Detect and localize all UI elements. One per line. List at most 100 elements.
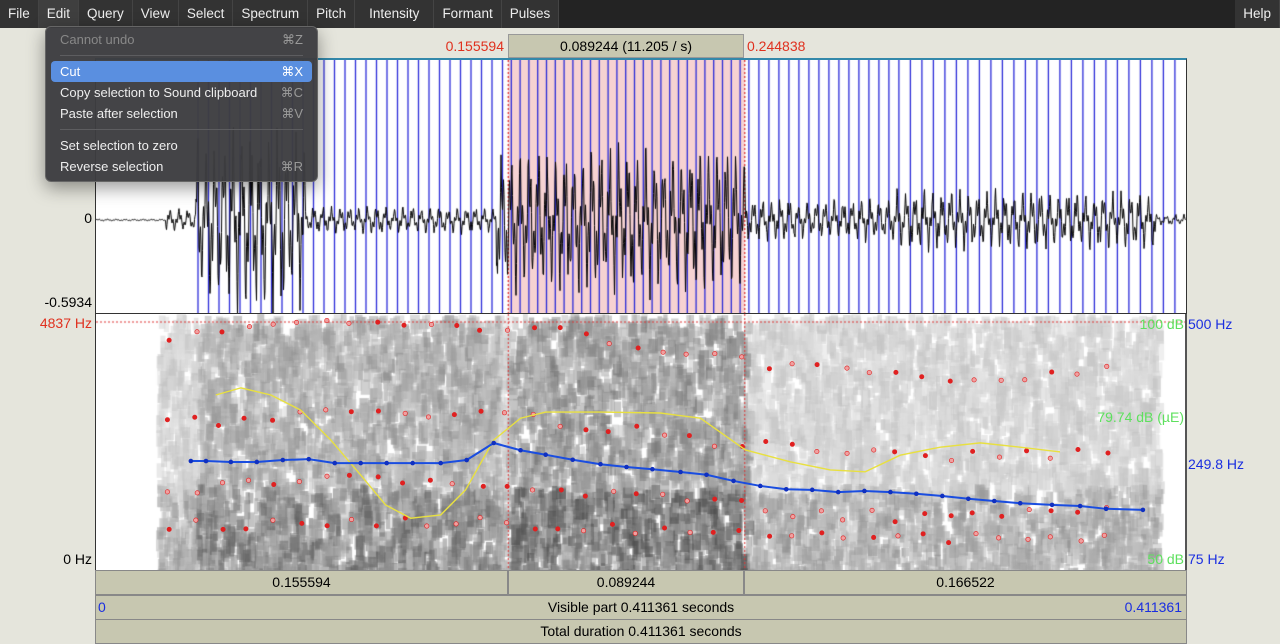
pitch-point <box>678 469 683 475</box>
formant-point <box>971 377 977 383</box>
menu-item-shortcut: ⌘V <box>281 106 303 121</box>
formant-point <box>736 528 742 534</box>
selection-end-label: 0.244838 <box>747 38 806 54</box>
spectrogram-panel[interactable] <box>95 314 1187 570</box>
formant-point <box>790 514 796 520</box>
visible-part-bar[interactable]: Visible part 0.411361 seconds 0 0.411361 <box>95 595 1187 620</box>
formant-point <box>164 489 170 495</box>
formant-point <box>739 354 745 360</box>
segment-selection[interactable]: 0.089244 <box>508 570 744 595</box>
total-duration-bar[interactable]: Total duration 0.411361 seconds <box>95 619 1187 644</box>
formant-point <box>324 473 330 479</box>
menu-query[interactable]: Query <box>79 0 133 28</box>
formant-point <box>1075 447 1081 453</box>
menu-item-reverse-selection[interactable]: Reverse selection ⌘R <box>51 156 312 177</box>
pitch-point <box>598 461 603 467</box>
formant-point <box>532 325 538 331</box>
pitch-point <box>410 460 415 466</box>
formant-point <box>660 349 666 355</box>
formant-point <box>762 508 768 514</box>
visible-part-label: Visible part 0.411361 seconds <box>547 599 735 615</box>
formant-point <box>948 513 954 519</box>
formant-point <box>270 321 276 327</box>
pitch-point <box>624 464 629 470</box>
formant-point <box>324 317 330 323</box>
formant-point <box>1024 448 1030 454</box>
segment-before-selection[interactable]: 0.155594 <box>95 570 508 595</box>
formant-point <box>660 491 666 497</box>
formant-point <box>970 448 976 454</box>
pitch-point <box>991 498 997 504</box>
formant-point <box>683 351 689 357</box>
formant-point <box>193 517 199 523</box>
menu-item-label: Set selection to zero <box>60 138 178 153</box>
formant-point <box>504 520 510 526</box>
formant-point <box>763 439 769 445</box>
pitch-point <box>783 486 789 492</box>
menu-item-cut[interactable]: Cut ⌘X <box>51 61 312 82</box>
formant-point <box>844 365 850 371</box>
formant-point <box>998 377 1004 383</box>
pitch-point <box>914 491 919 497</box>
spectrogram-canvas[interactable] <box>96 314 1185 570</box>
formant-point <box>296 479 302 485</box>
formant-point <box>346 472 352 478</box>
pitch-point <box>438 460 444 466</box>
visible-start-label: 0 <box>98 599 106 615</box>
formant-point <box>375 408 381 414</box>
pitch-point <box>464 457 469 463</box>
formant-point <box>922 453 928 459</box>
menu-intensity[interactable]: Intensity <box>355 0 435 28</box>
formant-point <box>711 443 717 449</box>
formant-point <box>166 526 172 532</box>
formant-point <box>400 480 406 486</box>
formant-point <box>996 535 1002 541</box>
menu-formant[interactable]: Formant <box>434 0 502 28</box>
formant-point <box>895 533 901 539</box>
menu-file[interactable]: File <box>0 0 39 28</box>
formant-point <box>583 331 589 337</box>
pitch-point <box>280 457 286 463</box>
menu-pitch[interactable]: Pitch <box>308 0 356 28</box>
formant-point <box>946 540 952 546</box>
formant-point <box>477 515 483 521</box>
menu-item-paste-after-selection[interactable]: Paste after selection ⌘V <box>51 103 312 124</box>
menu-item-label: Cut <box>60 64 81 79</box>
menu-edit[interactable]: Edit <box>38 0 80 28</box>
formant-point <box>246 324 252 330</box>
formant-point <box>194 329 200 335</box>
segment-after-selection[interactable]: 0.166522 <box>744 570 1187 595</box>
menu-item-set-selection-to-zero[interactable]: Set selection to zero <box>51 135 312 156</box>
pitch-point <box>332 460 338 466</box>
formant-point <box>712 351 718 357</box>
menu-view[interactable]: View <box>132 0 179 28</box>
formant-point <box>427 477 433 483</box>
menu-spectrum[interactable]: Spectrum <box>233 0 309 28</box>
formant-point <box>454 323 460 329</box>
formant-point <box>814 449 820 455</box>
pitch-point <box>203 458 209 464</box>
formant-point <box>789 361 795 367</box>
waveform-zero-label: 0 <box>84 210 92 226</box>
formant-point <box>346 320 352 326</box>
formant-point <box>789 441 795 447</box>
formant-point <box>684 498 690 504</box>
formant-point <box>1049 369 1055 375</box>
formant-point <box>1105 450 1111 456</box>
formant-point <box>1101 532 1107 538</box>
formant-point <box>424 523 430 529</box>
formant-point <box>634 423 640 429</box>
pitch-point <box>1140 507 1146 513</box>
menu-help[interactable]: Help <box>1235 0 1280 28</box>
formant-point <box>216 422 222 428</box>
menu-item-copy-selection-to-sound-clipboard[interactable]: Copy selection to Sound clipboard ⌘C <box>51 82 312 103</box>
menu-pulses[interactable]: Pulses <box>501 0 560 28</box>
pitch-point <box>543 452 548 458</box>
selection-length-button[interactable]: 0.089244 (11.205 / s) <box>508 34 744 58</box>
menu-select[interactable]: Select <box>178 0 234 28</box>
formant-point <box>892 449 898 455</box>
formant-point <box>581 528 587 534</box>
formant-point <box>840 535 846 541</box>
formant-point <box>687 529 693 535</box>
menu-separator <box>60 55 303 56</box>
